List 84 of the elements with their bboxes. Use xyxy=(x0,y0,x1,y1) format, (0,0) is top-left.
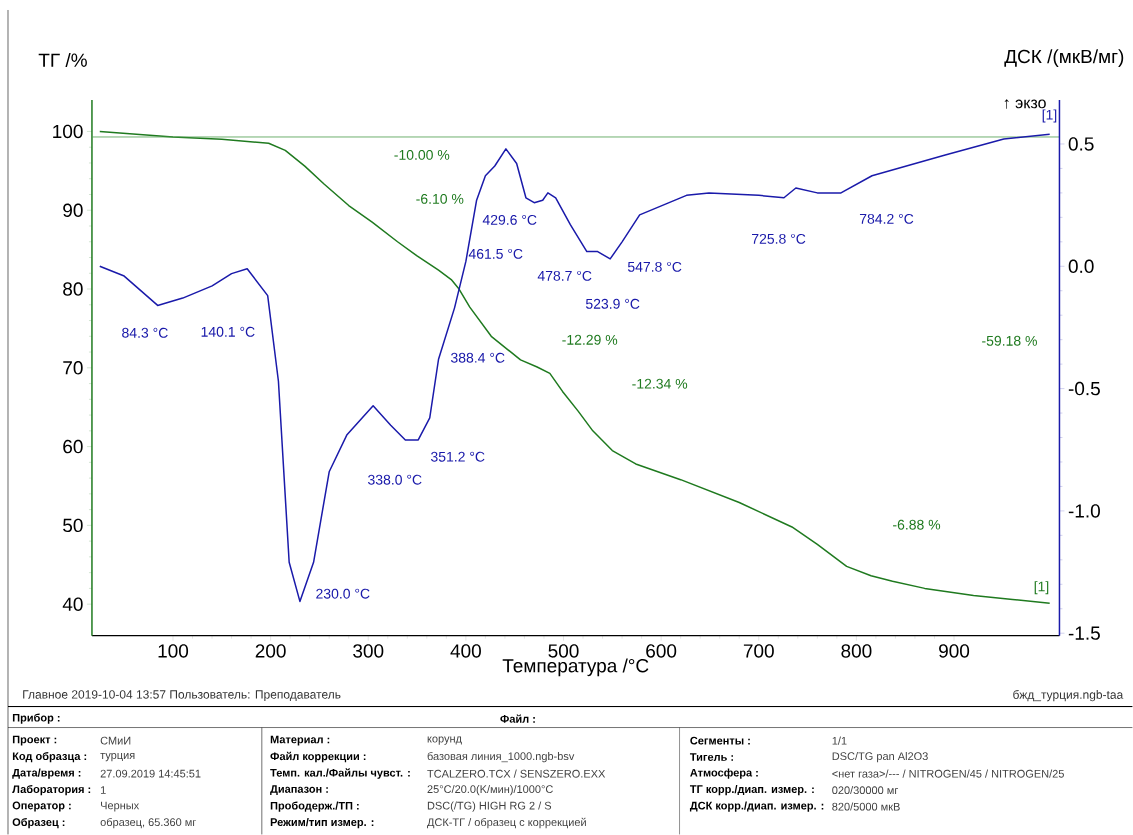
y-tick-label: 90 xyxy=(63,203,83,218)
text: корунд xyxy=(427,736,462,745)
y2-tick-label: -0.5 xyxy=(1068,381,1100,396)
annotation: 230.0 °C xyxy=(316,588,370,599)
text: 020/30000 мг xyxy=(832,786,899,795)
text: Дата/время : xyxy=(12,768,81,779)
annotation: -59.18 % xyxy=(982,335,1037,346)
annotation: 84.3 °C xyxy=(122,327,168,338)
x-tick-label: 100 xyxy=(158,644,189,658)
y-tick-label: 70 xyxy=(63,361,83,375)
text: Лаборатория : xyxy=(12,784,91,796)
annotation: -12.34 % xyxy=(632,378,688,389)
text: ТГ корр./диап. измер. : xyxy=(689,785,814,796)
text: базовая линия_1000.ngb-bsv xyxy=(427,752,575,763)
text: Тигель : xyxy=(689,753,733,761)
annotation: 388.4 °C xyxy=(450,352,505,363)
text: Темп. кал./Файлы чувст. : xyxy=(270,768,410,779)
annotation: 725.8 °C xyxy=(752,233,806,244)
text: 1 xyxy=(100,786,106,794)
text: турция xyxy=(100,753,135,762)
x-tick-label: 600 xyxy=(646,644,677,658)
text: образец, 65.360 мг xyxy=(100,817,197,829)
annotation: [1] xyxy=(1034,581,1049,595)
y-tick-label: 40 xyxy=(62,597,83,611)
text: Код образца : xyxy=(12,752,87,763)
text: DSC/TG pan Al2O3 xyxy=(832,752,928,763)
y2-tick-label: 0.0 xyxy=(1068,259,1094,274)
annotation: -12.29 % xyxy=(562,334,618,345)
text: Главное 2019-10-04 13:57 Пользователь: Преподаватель xyxy=(23,690,341,702)
y-tick-label: 60 xyxy=(63,439,83,454)
text: 25°C/20.0(K/мин)/1000°C xyxy=(427,785,553,796)
x-axis-title: Температура /°C xyxy=(502,658,649,677)
text: Оператор : xyxy=(12,801,71,812)
annotation: 429.6 °C xyxy=(482,214,537,225)
x-tick-label: 800 xyxy=(841,644,872,658)
x-tick-label: 900 xyxy=(939,644,970,658)
y2-axis-title: ДСК /(мкВ/мг) xyxy=(1004,49,1124,68)
x-tick-label: 700 xyxy=(743,644,774,658)
text: Атмосфера : xyxy=(690,768,758,779)
text: ДСК корр./диап. измер. : xyxy=(689,801,824,812)
y-tick-label: 50 xyxy=(63,518,83,533)
annotation: 784.2 °C xyxy=(859,213,914,224)
annotation: ↑ экзо xyxy=(1004,99,1046,109)
text: Проект : xyxy=(12,735,57,746)
text: Файл : xyxy=(500,714,535,723)
annotation: [1] xyxy=(1042,109,1057,123)
text: <нет газа>/--- / NITROGEN/45 / NITROGEN/25 xyxy=(832,769,1064,778)
text: Сегменты : xyxy=(690,736,750,745)
text: 820/5000 мкВ xyxy=(832,802,900,811)
x-tick-label: 400 xyxy=(450,644,481,658)
annotation: 140.1 °C xyxy=(201,326,255,337)
y2-tick-label: 0.5 xyxy=(1068,137,1094,151)
text: бжд_турция.ngb-taa xyxy=(1013,690,1124,702)
text: Файл коррекции : xyxy=(270,751,366,763)
y-tick-label: 80 xyxy=(63,282,83,296)
text: Прободерж./ТП : xyxy=(270,801,359,812)
text: DSC(/TG) HIGH RG 2 / S xyxy=(427,801,552,812)
text: Прибор : xyxy=(12,713,60,724)
x-tick-label: 300 xyxy=(353,644,384,658)
y-axis-title: ТГ /% xyxy=(38,53,87,68)
text: Диапазон : xyxy=(270,785,328,796)
annotation: -6.88 % xyxy=(893,519,941,530)
annotation: 351.2 °C xyxy=(431,451,485,462)
annotation: 461.5 °C xyxy=(468,248,523,259)
y2-tick-label: -1.5 xyxy=(1068,626,1100,640)
y2-tick-label: -1.0 xyxy=(1068,504,1100,518)
x-tick-label: 500 xyxy=(548,644,579,658)
y-tick-label: 100 xyxy=(53,124,83,139)
text: Материал : xyxy=(270,735,330,746)
text: Режим/тип измер. : xyxy=(270,818,374,829)
x-tick-label: 200 xyxy=(255,644,286,658)
annotation: 547.8 °C xyxy=(627,261,682,272)
text: СМиИ xyxy=(100,736,131,745)
text: ДСК-ТГ / образец с коррекцией xyxy=(427,817,586,829)
text: 27.09.2019 14:45:51 xyxy=(100,769,201,778)
annotation: -10.00 % xyxy=(394,150,450,160)
text: 1/1 xyxy=(832,736,847,745)
annotation: 523.9 °C xyxy=(585,298,640,309)
annotation: -6.10 % xyxy=(416,193,464,204)
annotation: 478.7 °C xyxy=(537,270,592,281)
text: TCALZERO.TCX / SENSZERO.EXX xyxy=(427,769,606,778)
text: Черных xyxy=(101,801,140,812)
text: Образец : xyxy=(12,817,65,829)
annotation: 338.0 °C xyxy=(368,474,422,485)
